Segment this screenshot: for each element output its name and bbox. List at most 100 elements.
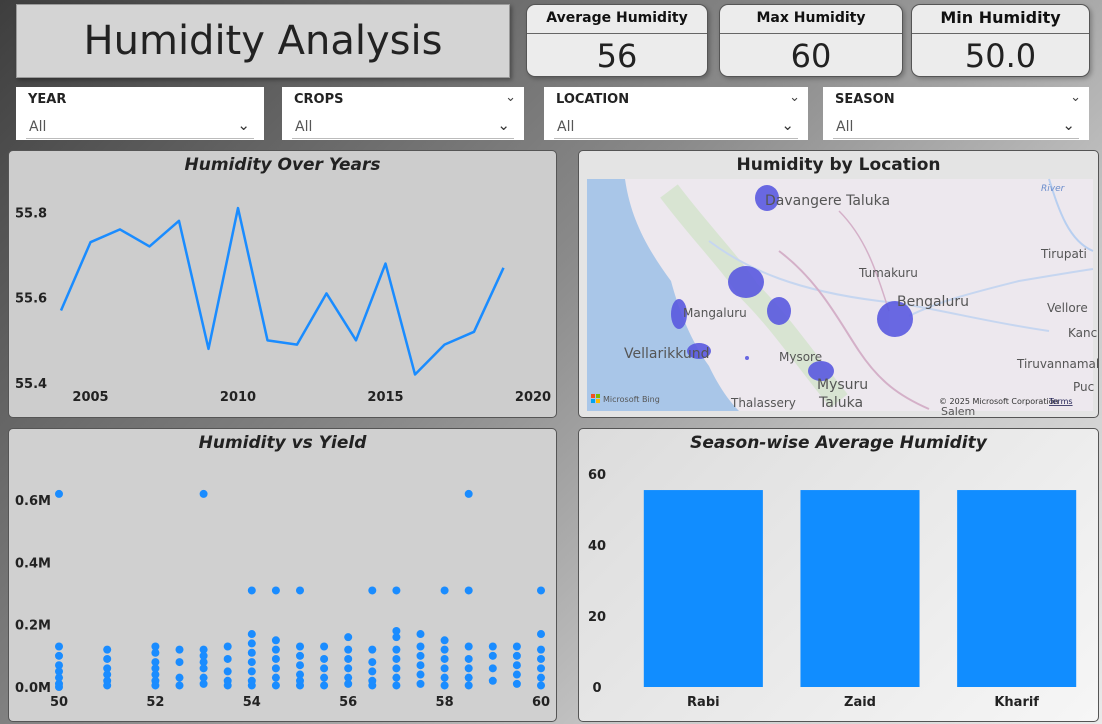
line-chart-panel[interactable]: Humidity Over Years 55.4 55.6 55.8 2005 2010… bbox=[8, 150, 557, 418]
y-tick-label: 0.0M bbox=[15, 681, 51, 696]
map-point-mangaluru bbox=[671, 299, 687, 329]
bar-kharif bbox=[957, 490, 1077, 687]
map-title: Humidity by Location bbox=[736, 155, 941, 175]
slicer-dropdown[interactable]: All ⌄ bbox=[833, 114, 1079, 139]
y-tick-label: 40 bbox=[588, 539, 606, 554]
map-point-hassan bbox=[767, 297, 791, 325]
series-line bbox=[59, 206, 505, 376]
chevron-down-icon[interactable]: ⌄ bbox=[1070, 90, 1081, 105]
data-point bbox=[175, 673, 184, 682]
slicer-dropdown[interactable]: All ⌄ bbox=[554, 114, 798, 139]
bar-chart-panel[interactable]: Season-wise Average Humidity 0 20 40 60 Rabi… bbox=[578, 428, 1099, 722]
chevron-down-icon[interactable]: ⌄ bbox=[237, 116, 250, 134]
bar-zaid bbox=[800, 490, 920, 687]
kpi-max-humidity[interactable]: Max Humidity 60 bbox=[719, 4, 903, 77]
data-point bbox=[151, 681, 160, 690]
map-point-small bbox=[745, 356, 749, 360]
map-river bbox=[1048, 178, 1094, 252]
data-point bbox=[537, 645, 545, 654]
data-point bbox=[488, 676, 497, 685]
slicer-location[interactable]: LOCATION ⌄ All ⌄ bbox=[544, 87, 808, 140]
kpi-label: Max Humidity bbox=[720, 5, 902, 34]
data-point bbox=[320, 654, 329, 663]
data-point bbox=[55, 642, 63, 651]
data-point bbox=[464, 664, 473, 673]
data-point bbox=[271, 586, 280, 595]
slicer-crops[interactable]: CROPS ⌄ All ⌄ bbox=[282, 87, 524, 140]
data-point bbox=[103, 670, 112, 679]
chevron-down-icon[interactable]: ⌄ bbox=[789, 90, 800, 105]
y-tick-label: 0.6M bbox=[15, 494, 51, 509]
data-point bbox=[464, 673, 473, 682]
data-point bbox=[368, 645, 377, 654]
y-tick-label: 55.4 bbox=[15, 377, 47, 392]
map-point-davangere bbox=[755, 185, 779, 211]
chevron-down-icon[interactable]: ⌄ bbox=[505, 90, 516, 105]
map-terms-link: Terms bbox=[1048, 397, 1073, 406]
data-point bbox=[440, 645, 449, 654]
data-point bbox=[392, 654, 401, 663]
slicer-label: LOCATION bbox=[556, 92, 630, 107]
data-point bbox=[199, 673, 208, 682]
data-point bbox=[175, 658, 184, 667]
y-tick-label: 0 bbox=[592, 681, 601, 696]
dashboard-title-box: Humidity Analysis bbox=[16, 4, 510, 78]
slicer-year[interactable]: YEAR All ⌄ bbox=[16, 87, 264, 140]
x-tick-label: 2020 bbox=[515, 390, 551, 405]
map-label: Tiruvannamal bbox=[1016, 357, 1099, 371]
data-point bbox=[199, 658, 208, 667]
data-point bbox=[464, 654, 473, 663]
data-point bbox=[199, 679, 208, 688]
map-point-mysuru bbox=[808, 361, 834, 381]
map-label: Taluka bbox=[818, 395, 863, 411]
data-point bbox=[392, 681, 401, 690]
kpi-average-humidity[interactable]: Average Humidity 56 bbox=[526, 4, 708, 77]
map-road bbox=[838, 210, 890, 312]
chevron-down-icon[interactable]: ⌄ bbox=[497, 116, 510, 134]
data-point bbox=[55, 683, 63, 691]
data-point bbox=[440, 673, 449, 682]
map-label: Puc bbox=[1073, 380, 1094, 394]
kpi-min-humidity[interactable]: Min Humidity 50.0 bbox=[911, 4, 1090, 77]
chevron-down-icon[interactable]: ⌄ bbox=[781, 116, 794, 134]
data-point bbox=[416, 679, 425, 688]
map-point-vellarikkund bbox=[687, 343, 711, 359]
data-point bbox=[440, 636, 449, 645]
chevron-down-icon[interactable]: ⌄ bbox=[1062, 116, 1075, 134]
dashboard-title: Humidity Analysis bbox=[83, 18, 443, 64]
slicer-dropdown[interactable]: All ⌄ bbox=[26, 114, 254, 139]
map-label: Mysuru bbox=[817, 377, 868, 393]
data-point bbox=[247, 648, 256, 657]
data-point bbox=[392, 626, 401, 635]
slicer-dropdown[interactable]: All ⌄ bbox=[292, 114, 514, 139]
data-point bbox=[512, 679, 521, 688]
data-point bbox=[247, 667, 256, 676]
map-label: Vellarikkund bbox=[624, 346, 710, 362]
x-tick-label: Kharif bbox=[994, 695, 1039, 710]
data-point bbox=[151, 670, 160, 679]
data-point bbox=[392, 664, 401, 673]
data-point bbox=[344, 673, 353, 682]
data-point bbox=[392, 633, 401, 642]
slicer-value: All bbox=[557, 119, 575, 135]
x-tick-label: 54 bbox=[243, 695, 261, 710]
data-point bbox=[103, 645, 112, 654]
data-point bbox=[537, 664, 545, 673]
kpi-value: 60 bbox=[790, 37, 832, 75]
y-tick-label: 55.6 bbox=[15, 292, 47, 307]
data-point bbox=[199, 651, 208, 660]
map-label: Bengaluru bbox=[897, 294, 969, 310]
data-point bbox=[537, 681, 545, 690]
map-point-bengaluru bbox=[877, 301, 913, 337]
data-point bbox=[175, 645, 184, 654]
data-point bbox=[296, 651, 304, 660]
data-point bbox=[55, 661, 63, 670]
scatter-chart-panel[interactable]: Humidity vs Yield 0.0M 0.2M 0.4M 0.6M 50 52 54… bbox=[8, 428, 557, 722]
map-panel[interactable]: Humidity by Location Davangere Taluka Tu… bbox=[578, 150, 1099, 418]
data-point bbox=[271, 645, 280, 654]
data-point bbox=[223, 654, 232, 663]
map-canvas[interactable]: Davangere Taluka Tumakuru Tirupati Manga… bbox=[579, 151, 1099, 418]
scatter-chart-title: Humidity vs Yield bbox=[198, 433, 367, 453]
slicer-season[interactable]: SEASON ⌄ All ⌄ bbox=[823, 87, 1089, 140]
data-point bbox=[271, 673, 280, 682]
